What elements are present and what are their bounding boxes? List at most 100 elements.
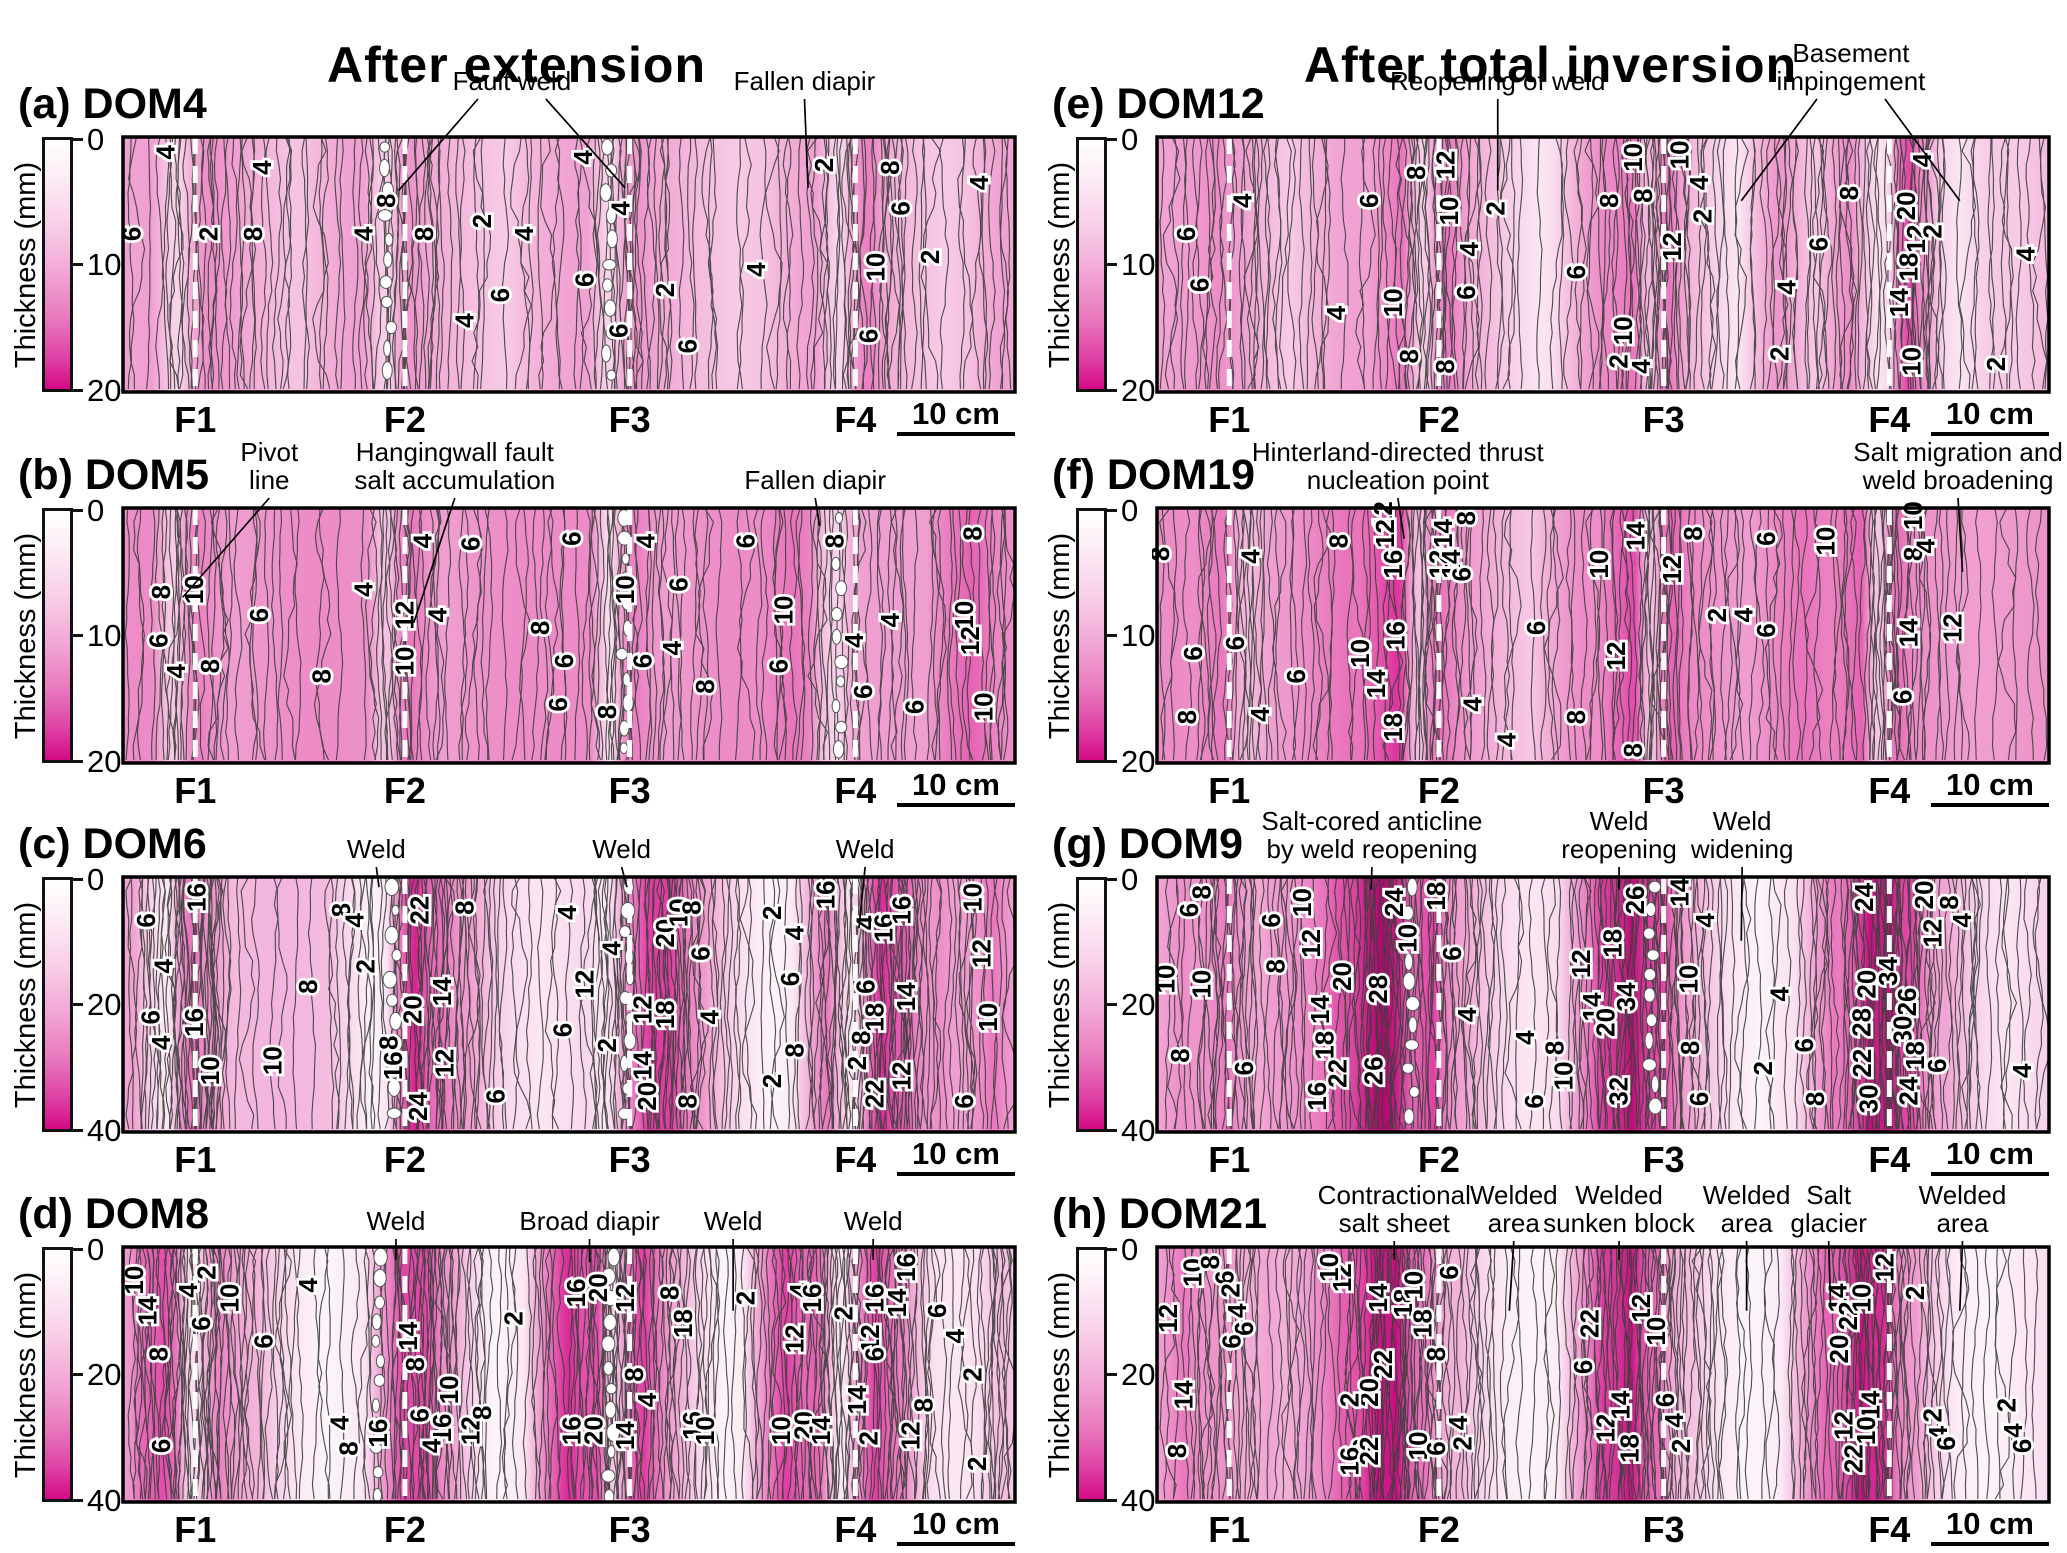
contour-label: 10 <box>1403 1431 1433 1460</box>
contour-label: 12 <box>1424 550 1454 579</box>
contour-label: 4 <box>632 1392 662 1407</box>
annotation-leader <box>1884 98 1961 202</box>
fault-label: F3 <box>1642 770 1685 811</box>
contour-label: 8 <box>654 1286 684 1300</box>
scale-bar-label: 10 cm <box>912 767 1000 802</box>
colorbar-tick: 0 <box>73 863 104 895</box>
contour-label: 6 <box>1650 1393 1680 1407</box>
contour-label: 6 <box>604 324 634 338</box>
contour-field <box>123 877 1015 1132</box>
scale-bar-label: 10 cm <box>912 1506 1000 1541</box>
panel-model-name: DOM6 <box>82 820 207 868</box>
contour-lines <box>127 137 1012 390</box>
contour-label: 18 <box>1900 1041 1930 1070</box>
contour-label: 10 <box>258 1046 288 1075</box>
contour-label: 10 <box>663 898 693 927</box>
contour-field <box>1157 1247 2049 1502</box>
contour-label: 8 <box>1421 1347 1451 1361</box>
contour-label: 14 <box>393 1321 423 1350</box>
contour-label: 6 <box>1178 646 1208 660</box>
contour-label: 8 <box>1401 165 1431 179</box>
contour-label: 4 <box>1454 241 1484 256</box>
contour-label: 14 <box>1884 288 1914 317</box>
fault-label: F4 <box>834 399 877 440</box>
contour-label: 16 <box>556 1416 586 1445</box>
colorbar <box>42 877 73 1132</box>
weld-beads <box>830 512 849 759</box>
contour-label: 18 <box>1597 929 1627 958</box>
contour-label: 8 <box>690 679 720 693</box>
contour-label: 14 <box>1621 521 1651 550</box>
contour-label: 24 <box>403 1092 433 1121</box>
contour-label: 4 <box>173 1283 203 1298</box>
contour-lines <box>124 508 1015 761</box>
contour-label: 12 <box>390 601 420 630</box>
contour-label: 10 <box>1618 143 1648 172</box>
contour-field <box>123 137 1015 392</box>
contour-label: 8 <box>619 1367 649 1381</box>
panel-model-name: DOM21 <box>1118 1190 1268 1238</box>
panel-letter: (c) <box>18 820 71 868</box>
panel-model-name: DOM12 <box>1116 80 1265 128</box>
contour-label: 22 <box>1323 1059 1353 1088</box>
contour-label: 8 <box>1561 710 1591 724</box>
contour-label: 4 <box>596 941 626 956</box>
contour-label: 6 <box>763 659 793 673</box>
contour-label: 6 <box>186 1316 216 1330</box>
fault-axis: F1 F2 F3 F4 <box>1157 770 2049 814</box>
contour-label: 24 <box>1379 888 1409 917</box>
contour-label: 6 <box>1421 1441 1451 1455</box>
fault-label: F2 <box>383 770 426 811</box>
contour-label: 16 <box>1381 621 1411 650</box>
contour-label: 6 <box>922 1304 952 1318</box>
contour-field <box>1157 508 2049 763</box>
contour-label: 4 <box>1684 175 1714 190</box>
scale-bar-line <box>897 432 1015 437</box>
contour-label: 8 <box>1934 895 1964 909</box>
contour-label: 14 <box>610 1421 640 1450</box>
fault-label: F1 <box>174 399 217 440</box>
contour-label: 22 <box>1847 1049 1877 1078</box>
contour-label: 6 <box>1751 623 1781 637</box>
annotation-leader <box>545 98 626 189</box>
contour-label: 4 <box>509 226 539 241</box>
colorbar-tick: 0 <box>1107 494 1138 526</box>
annotation-leader <box>397 98 479 192</box>
contour-label: 4 <box>449 313 479 328</box>
contour-label: 8 <box>1898 547 1928 561</box>
contour-label: 6 <box>570 273 600 287</box>
fault-label: F1 <box>174 1139 217 1180</box>
contour-label: 6 <box>1922 1058 1952 1072</box>
contour-label: 12 <box>1657 232 1687 261</box>
scale-bar: 10 cm <box>897 1136 1015 1177</box>
panel-label: (c) DOM6 <box>18 820 207 869</box>
contour-label: 6 <box>1751 531 1781 545</box>
contour-label: 4 <box>779 925 809 940</box>
contour-label: 4 <box>1452 1007 1482 1022</box>
column-title-inversion: After total inversion <box>1303 36 1798 93</box>
contour-label: 2 <box>1334 1393 1364 1407</box>
contour-label: 10 <box>861 253 891 282</box>
contour-label: 8 <box>1394 349 1424 363</box>
contour-label: 8 <box>846 1030 876 1044</box>
contour-label: 20 <box>1891 191 1921 220</box>
panel-label: (b) DOM5 <box>18 451 209 500</box>
contour-label: 12 <box>1901 225 1931 254</box>
weld-beads <box>599 138 620 381</box>
annotation-leader <box>1740 866 1744 941</box>
annotation-leader <box>1958 1240 1964 1311</box>
contour-label: 2 <box>1448 1436 1478 1450</box>
contour-label: 6 <box>549 654 579 668</box>
contour-label: 8 <box>409 227 439 241</box>
contour-label: 12 <box>1370 519 1400 548</box>
contour-label: 8 <box>238 227 268 241</box>
scale-bar-line <box>1931 1542 2049 1547</box>
contour-label: 16 <box>869 914 899 943</box>
contour-label: 14 <box>628 1051 658 1080</box>
panel-model-name: DOM19 <box>1106 451 1256 499</box>
contour-label: 6 <box>1684 1092 1714 1106</box>
contour-label: 14 <box>1168 1380 1198 1409</box>
contour-label: 20 <box>398 995 428 1024</box>
